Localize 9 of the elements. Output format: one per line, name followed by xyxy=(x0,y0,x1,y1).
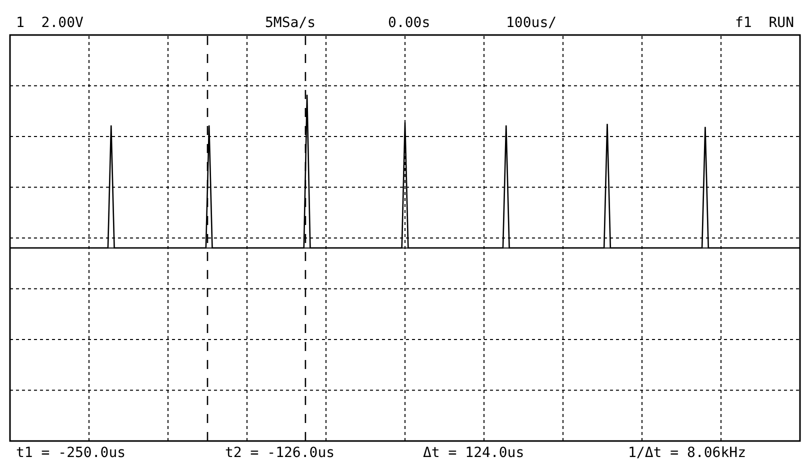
text: 100us/ xyxy=(506,15,557,31)
text: 5MSa/s xyxy=(265,15,316,31)
text: f1 RUN xyxy=(735,15,794,31)
text: 1/Δt = 8.06kHz xyxy=(628,445,746,461)
text: t2 = -126.0us xyxy=(225,445,335,461)
text: t1 = -250.0us xyxy=(16,445,126,461)
text: Δt = 124.0us xyxy=(423,445,524,461)
text: 0.00s xyxy=(388,15,430,31)
text: 1 2.00V xyxy=(16,15,84,31)
